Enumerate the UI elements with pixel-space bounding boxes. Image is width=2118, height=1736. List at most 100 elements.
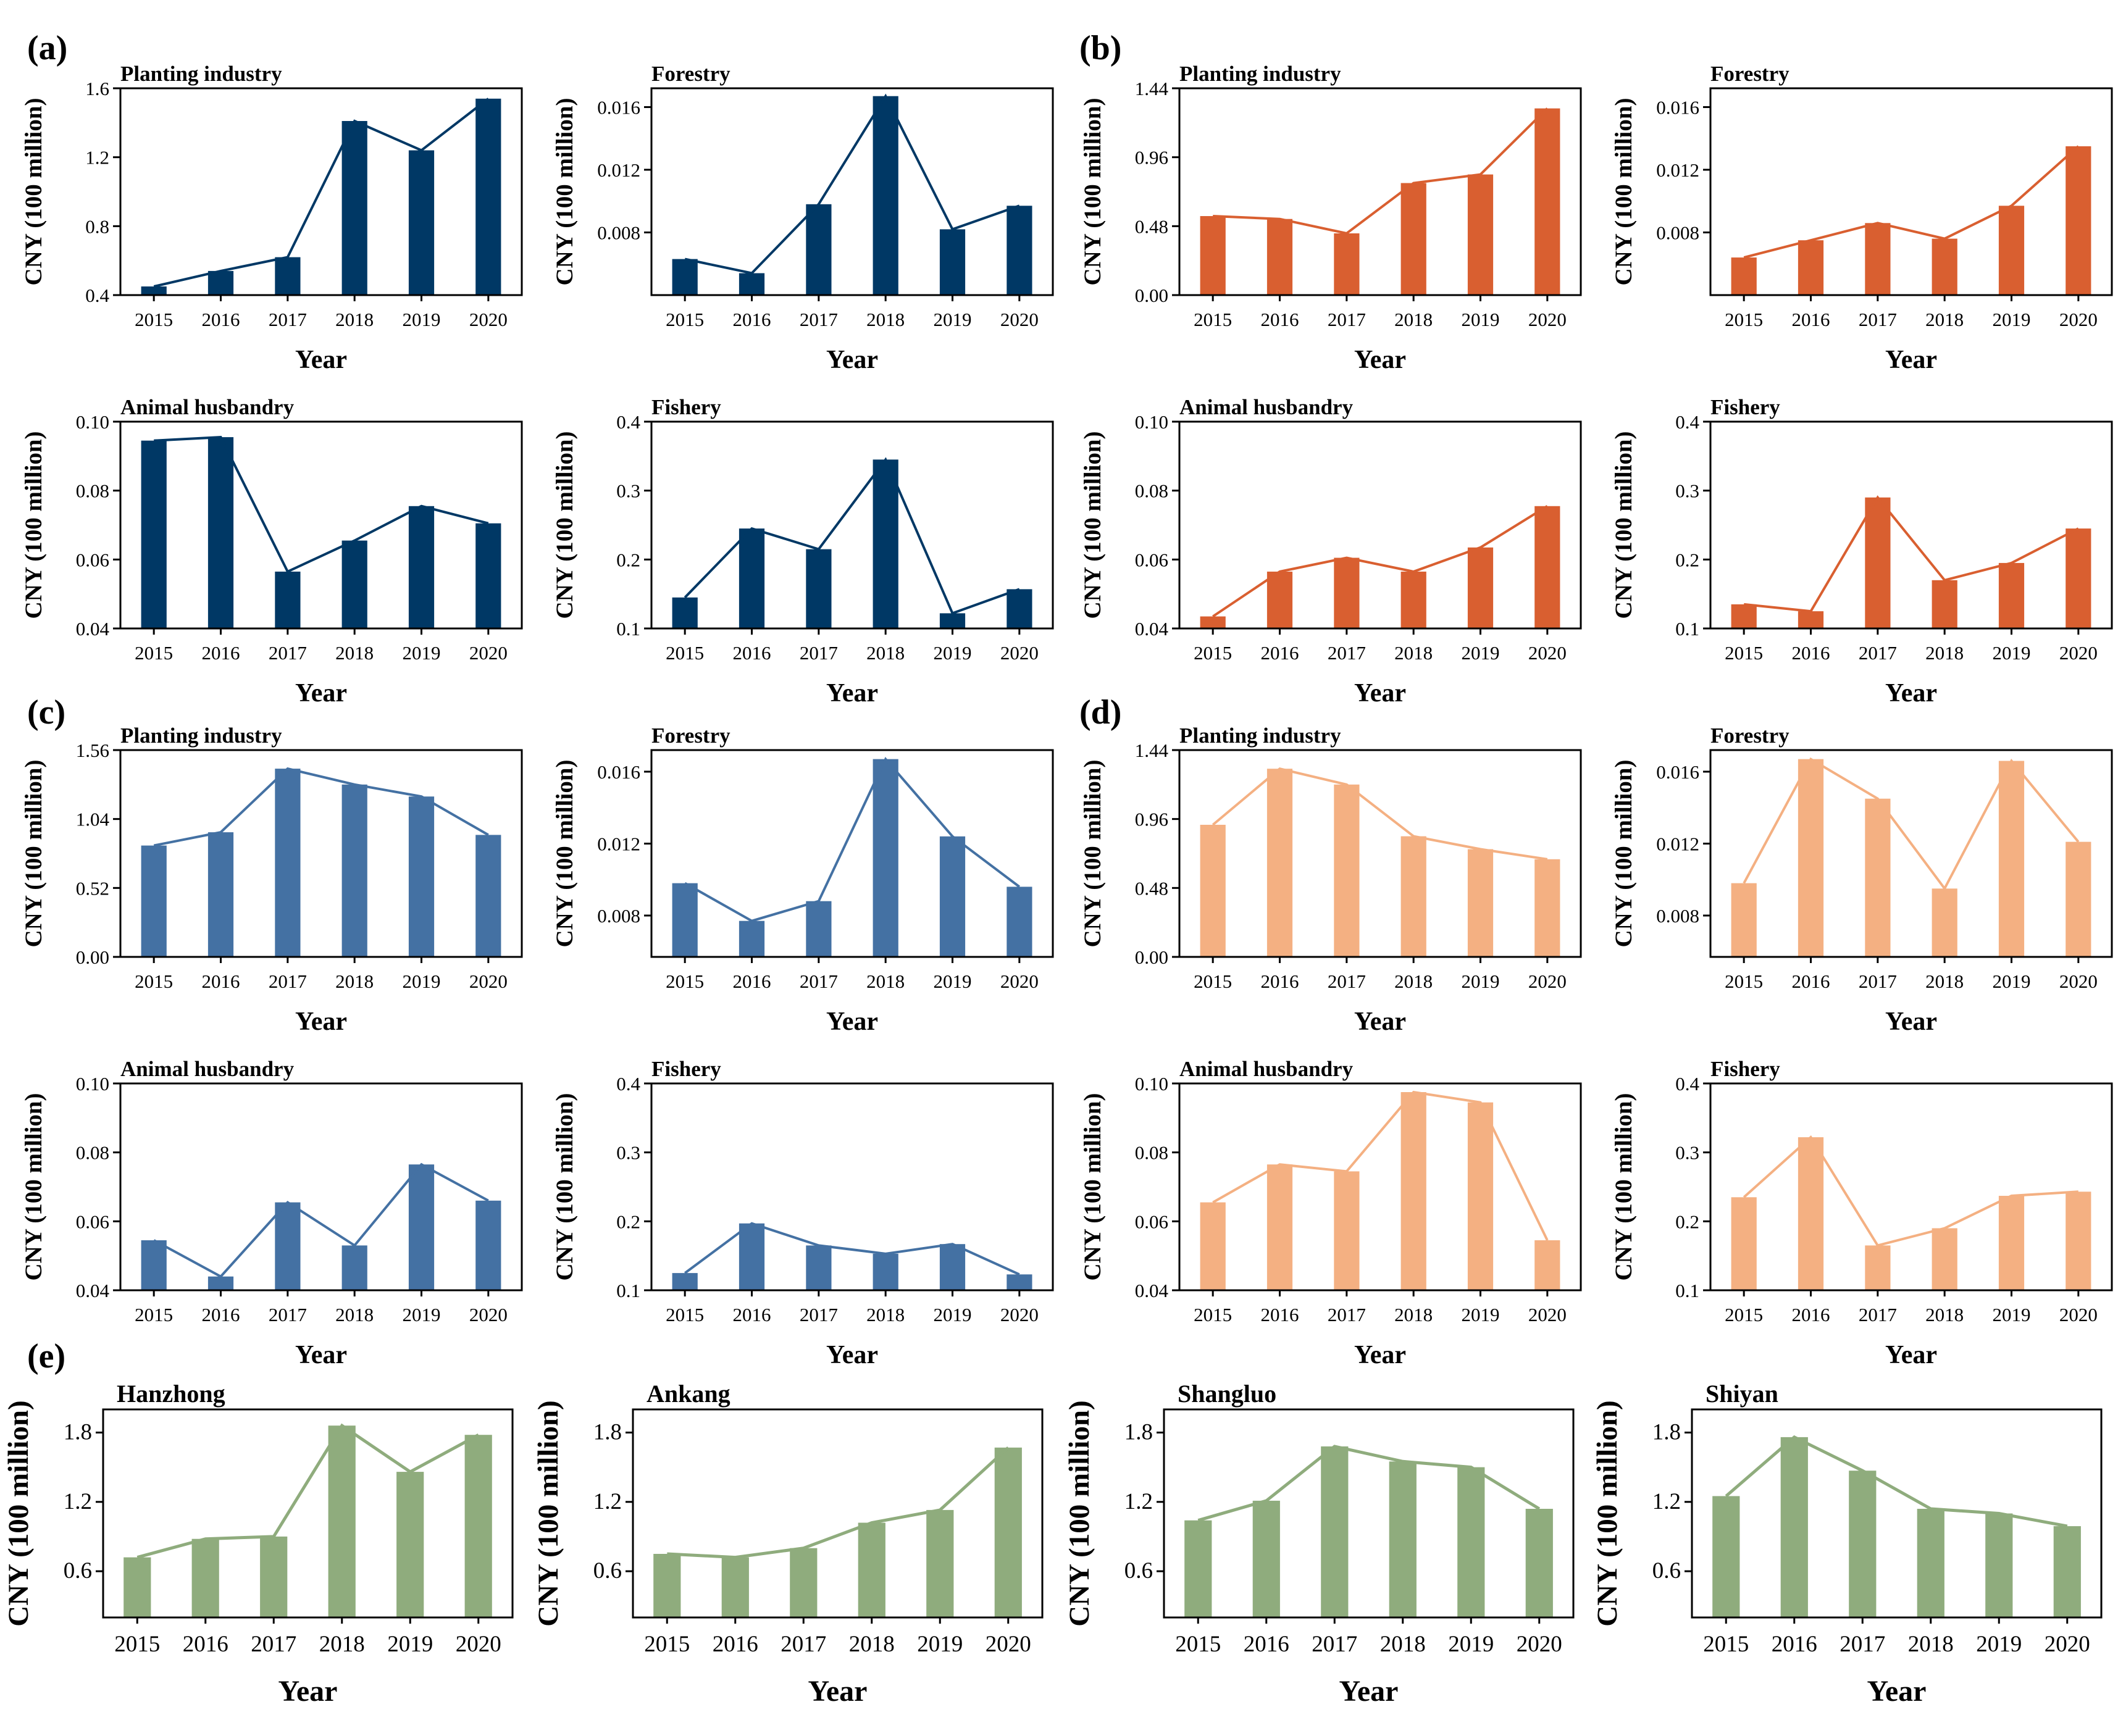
bar-2017 — [275, 257, 301, 295]
bar-2020 — [475, 835, 501, 957]
subplot-title: Forestry — [651, 724, 730, 748]
bar-2015 — [1184, 1520, 1212, 1617]
bar-2019 — [1467, 1102, 1494, 1290]
subplot-c4: 0.1 0.2 0.3 0.4 2015 2016 2017 2018 2019 2020 Fish… — [551, 1057, 1054, 1369]
bar-2017 — [1865, 1245, 1891, 1290]
bar-2020 — [1534, 1240, 1560, 1290]
y-tick-label: 0.6 — [1124, 1558, 1153, 1584]
y-tick-label: 0.016 — [597, 96, 640, 118]
y-tick-label: 0.3 — [616, 1142, 640, 1164]
plot-frame — [650, 1082, 1054, 1292]
trend-line — [1743, 1135, 2078, 1247]
bar-2019 — [1985, 1513, 2013, 1617]
trend-line — [1213, 107, 1549, 235]
y-tick-label: 0.008 — [1656, 222, 1699, 243]
y-tick-label: 0.2 — [616, 1211, 640, 1232]
x-axis-label: Year — [1885, 1008, 1937, 1036]
bar-2015 — [672, 1273, 698, 1290]
x-tick-label: 2020 — [2059, 309, 2098, 330]
x-tick-label: 2016 — [202, 309, 240, 330]
plot-frame — [102, 1408, 514, 1619]
bar-2018 — [873, 96, 898, 295]
x-tick-label: 2015 — [1725, 309, 1763, 330]
y-axis-label: CNY (100 million) — [1079, 1093, 1106, 1280]
x-tick-label: 2017 — [1859, 1304, 1897, 1325]
x-tick-label: 2018 — [1925, 642, 1964, 664]
trend-line — [684, 93, 1020, 275]
x-axis-label: Year — [278, 1675, 338, 1708]
y-tick-label: 0.012 — [1656, 833, 1699, 854]
x-axis-label: Year — [1885, 1341, 1937, 1369]
x-tick-label: 2018 — [335, 309, 374, 330]
y-tick-label: 0.08 — [1135, 480, 1168, 502]
y-tick-label: 0.8 — [85, 215, 109, 237]
bar-2018 — [328, 1425, 356, 1617]
y-tick-label: 0.4 — [1675, 1073, 1699, 1095]
y-tick-label: 0.2 — [1675, 549, 1699, 570]
x-tick-label: 2020 — [986, 1632, 1031, 1657]
bar-2019 — [1998, 562, 2025, 628]
subplot-title: Ankang — [647, 1380, 730, 1408]
bar-2018 — [873, 1253, 898, 1290]
x-tick-label: 2019 — [1993, 970, 2031, 992]
x-tick-label: 2017 — [1312, 1632, 1357, 1657]
bar-2016 — [191, 1538, 219, 1617]
bar-2016 — [739, 528, 765, 628]
x-tick-label: 2017 — [1859, 642, 1897, 664]
x-tick-label: 2020 — [1000, 309, 1039, 330]
bar-2018 — [341, 121, 367, 295]
y-axis-label: CNY (100 million) — [1063, 1400, 1095, 1626]
x-tick-label: 2018 — [1908, 1632, 1954, 1657]
bar-2019 — [1998, 761, 2025, 957]
bar-2015 — [1200, 825, 1226, 957]
x-tick-label: 2017 — [800, 309, 838, 330]
y-tick-label: 1.8 — [593, 1419, 622, 1445]
x-tick-label: 2020 — [469, 309, 508, 330]
x-tick-label: 2015 — [666, 970, 704, 992]
x-tick-label: 2019 — [403, 970, 441, 992]
x-tick-label: 2018 — [1394, 309, 1433, 330]
y-tick-label: 0.016 — [1656, 761, 1699, 783]
bar-2019 — [926, 1509, 954, 1617]
y-tick-label: 0.6 — [593, 1558, 622, 1584]
bar-2017 — [1321, 1446, 1349, 1617]
x-tick-label: 2016 — [733, 642, 771, 664]
panel-label-d: (d) — [1079, 693, 1121, 732]
panel-label-c: (c) — [27, 693, 65, 732]
x-tick-label: 2019 — [917, 1632, 963, 1657]
subplot-title: Animal husbandry — [1179, 395, 1354, 419]
x-axis-label: Year — [826, 346, 878, 374]
x-tick-label: 2019 — [403, 1304, 441, 1325]
x-tick-label: 2015 — [1725, 642, 1763, 664]
x-tick-label: 2017 — [1328, 970, 1366, 992]
y-tick-label: 0.08 — [76, 480, 109, 502]
x-tick-label: 2015 — [1725, 1304, 1763, 1325]
x-tick-label: 2018 — [1394, 1304, 1433, 1325]
x-tick-label: 2017 — [269, 970, 307, 992]
x-tick-label: 2016 — [1792, 642, 1830, 664]
bar-2017 — [1334, 1171, 1360, 1290]
x-tick-label: 2019 — [1462, 642, 1500, 664]
bar-2016 — [739, 1223, 765, 1290]
bar-2020 — [1534, 859, 1560, 957]
subplot-title: Fishery — [651, 395, 721, 419]
x-tick-label: 2015 — [135, 1304, 173, 1325]
subplot-title: Animal husbandry — [120, 395, 295, 419]
plot-frame — [1163, 1408, 1575, 1619]
y-tick-label: 0.008 — [597, 905, 640, 927]
bar-2016 — [1798, 240, 1824, 295]
bar-2017 — [1334, 233, 1360, 295]
y-tick-label: 0.2 — [616, 549, 640, 570]
x-axis-label: Year — [1867, 1675, 1927, 1708]
subplot-a1: 0.4 0.8 1.2 1.6 2015 2016 2017 2018 2019 2020 Plan… — [20, 62, 523, 374]
x-axis-label: Year — [1354, 679, 1406, 707]
plot-frame — [1178, 749, 1582, 958]
y-tick-label: 0.00 — [1135, 946, 1168, 968]
trend-line — [684, 457, 1020, 615]
bar-2016 — [1266, 571, 1293, 628]
x-axis-label: Year — [1339, 1675, 1399, 1708]
x-tick-label: 2018 — [1925, 970, 1964, 992]
y-axis-label: CNY (100 million) — [20, 1093, 47, 1280]
x-tick-label: 2019 — [1462, 309, 1500, 330]
